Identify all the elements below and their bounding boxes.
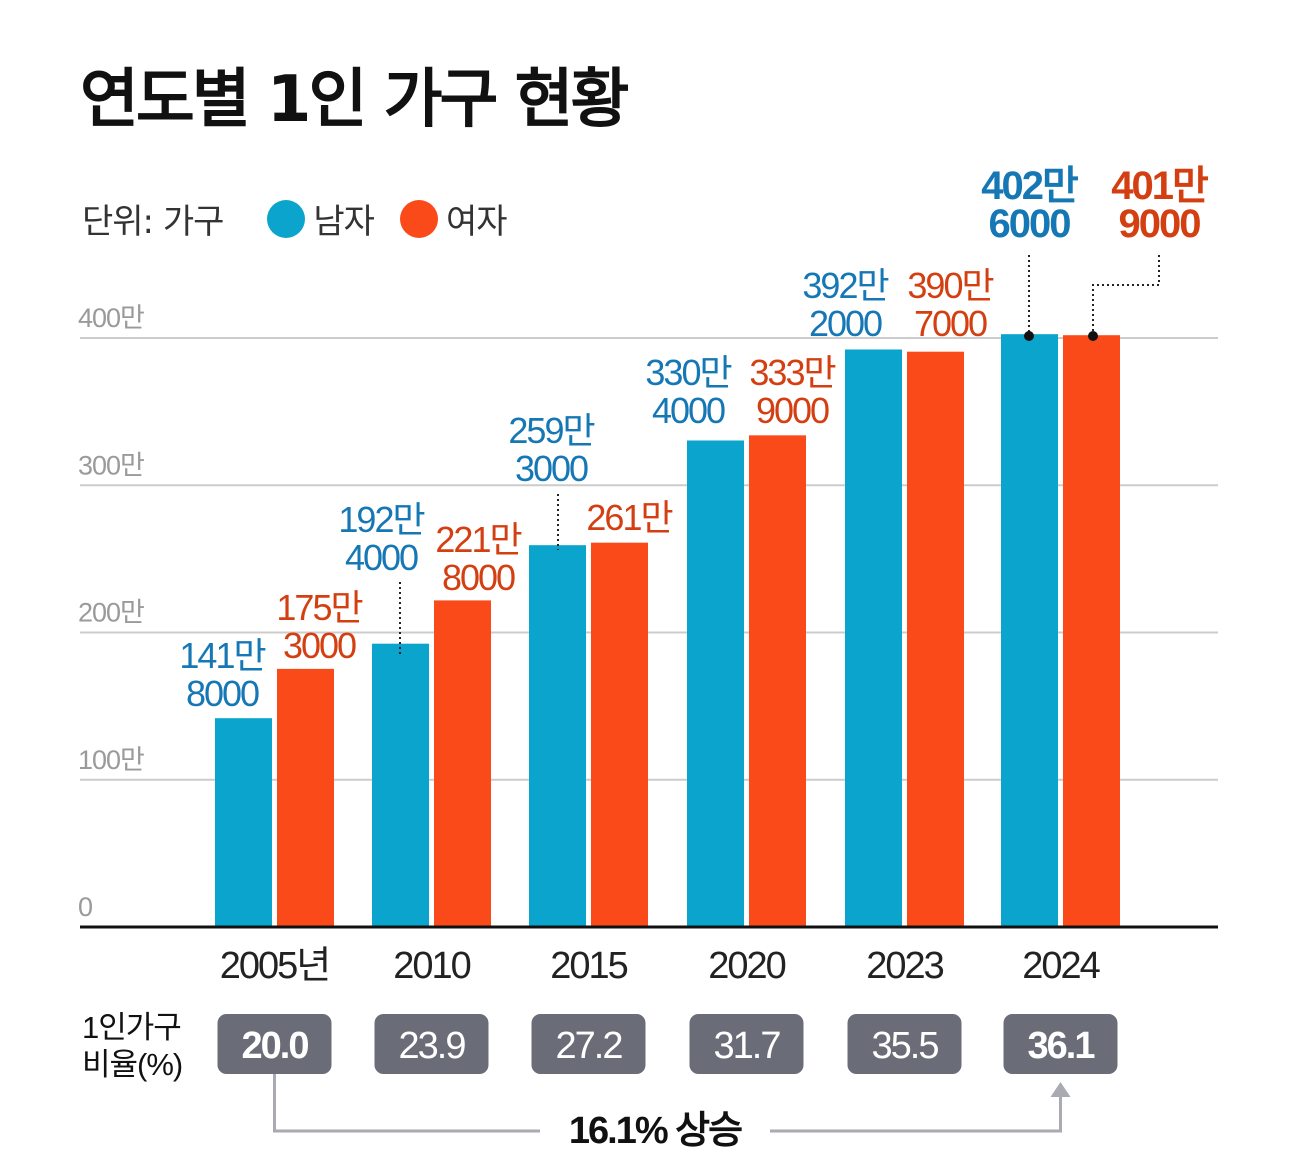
- legend: 단위: 가구 남자 여자: [82, 194, 533, 243]
- y-tick-label: 300만: [78, 450, 144, 480]
- leader-dot: [1088, 331, 1098, 341]
- ratio-value: 20.0: [242, 1025, 309, 1067]
- increase-arrow-icon: [1050, 1082, 1071, 1097]
- data-label-female: 390만: [907, 265, 993, 306]
- ratio-badge: [374, 1014, 489, 1074]
- data-label-male: 259만: [508, 410, 594, 451]
- leader-line: [1092, 255, 1160, 336]
- x-tick-label: 2020: [708, 945, 785, 987]
- data-label-female: 9000: [756, 390, 829, 431]
- ratio-label: 1인가구: [82, 1010, 181, 1045]
- bar-female-2: [591, 542, 648, 927]
- data-label-male: 4000: [345, 537, 418, 578]
- legend-label-male: 남자: [313, 202, 375, 242]
- data-label-male: 3000: [515, 448, 588, 489]
- bar-male-3: [687, 440, 744, 927]
- data-label-female: 7000: [914, 303, 987, 344]
- legend-item-female: 여자: [399, 194, 508, 243]
- data-label-male: 192만: [338, 499, 424, 540]
- ratio-value: 35.5: [872, 1025, 939, 1067]
- bar-male-2: [529, 545, 586, 927]
- ratio-label: 비율(%): [82, 1047, 182, 1082]
- data-label-female: 175만: [276, 587, 362, 628]
- legend-swatch-female: [399, 199, 438, 238]
- ratio-badge: [847, 1014, 962, 1074]
- bar-male-4: [845, 349, 902, 928]
- data-label-male: 2000: [809, 303, 882, 344]
- bar-male-1: [372, 643, 429, 927]
- ratio-value: 23.9: [399, 1025, 466, 1067]
- bar-female-4: [907, 351, 964, 928]
- data-label-female: 401만: [1111, 164, 1209, 208]
- data-label-male: 402만: [981, 164, 1079, 208]
- x-tick-label: 2010: [393, 945, 470, 987]
- increase-connector: [770, 1096, 1062, 1133]
- legend-item-male: 남자: [267, 194, 375, 243]
- ratio-value: 36.1: [1028, 1025, 1096, 1067]
- x-tick-label: 2024: [1022, 945, 1100, 987]
- unit-label: 단위: 가구: [82, 202, 224, 242]
- data-label-female: 333만: [749, 352, 835, 393]
- bar-male-0: [215, 718, 272, 927]
- data-label-male: 330만: [645, 352, 731, 393]
- data-label-female: 8000: [442, 557, 515, 598]
- ratio-value: 31.7: [714, 1025, 781, 1067]
- chart-title: 연도별 1인 가구 현황: [80, 63, 629, 137]
- y-tick-label: 100만: [78, 745, 144, 775]
- data-label-male: 392만: [802, 265, 888, 306]
- ratio-badge: [531, 1014, 646, 1074]
- y-tick-label: 200만: [78, 598, 144, 628]
- ratio-value: 27.2: [556, 1025, 623, 1067]
- y-tick-label: 400만: [78, 303, 144, 333]
- bar-female-0: [277, 668, 334, 927]
- data-label-female: 261만: [586, 497, 672, 538]
- data-label-female: 9000: [1119, 202, 1201, 246]
- data-label-male: 141만: [179, 635, 265, 676]
- legend-label-female: 여자: [445, 202, 508, 242]
- ratio-badge: [1003, 1014, 1118, 1074]
- increase-connector: [273, 1074, 540, 1133]
- bar-female-3: [749, 435, 806, 927]
- data-label-male: 4000: [652, 390, 725, 431]
- bar-female-1: [434, 600, 491, 927]
- data-label-female: 3000: [283, 625, 356, 666]
- x-tick-label: 2015: [550, 945, 627, 987]
- y-tick-label: 0: [78, 892, 92, 922]
- x-tick-label: 2005년: [220, 945, 330, 987]
- leader-dot: [1024, 331, 1034, 341]
- data-label-female: 221만: [435, 519, 521, 560]
- bar-female-5: [1063, 335, 1120, 927]
- legend-swatch-male: [267, 199, 306, 238]
- ratio-badge: [689, 1014, 804, 1074]
- ratio-badge: [217, 1014, 332, 1074]
- data-label-male: 8000: [186, 673, 259, 714]
- data-label-male: 6000: [989, 202, 1071, 246]
- bar-male-5: [1001, 334, 1058, 927]
- increase-label: 16.1% 상승: [569, 1110, 742, 1152]
- x-tick-label: 2023: [866, 945, 943, 987]
